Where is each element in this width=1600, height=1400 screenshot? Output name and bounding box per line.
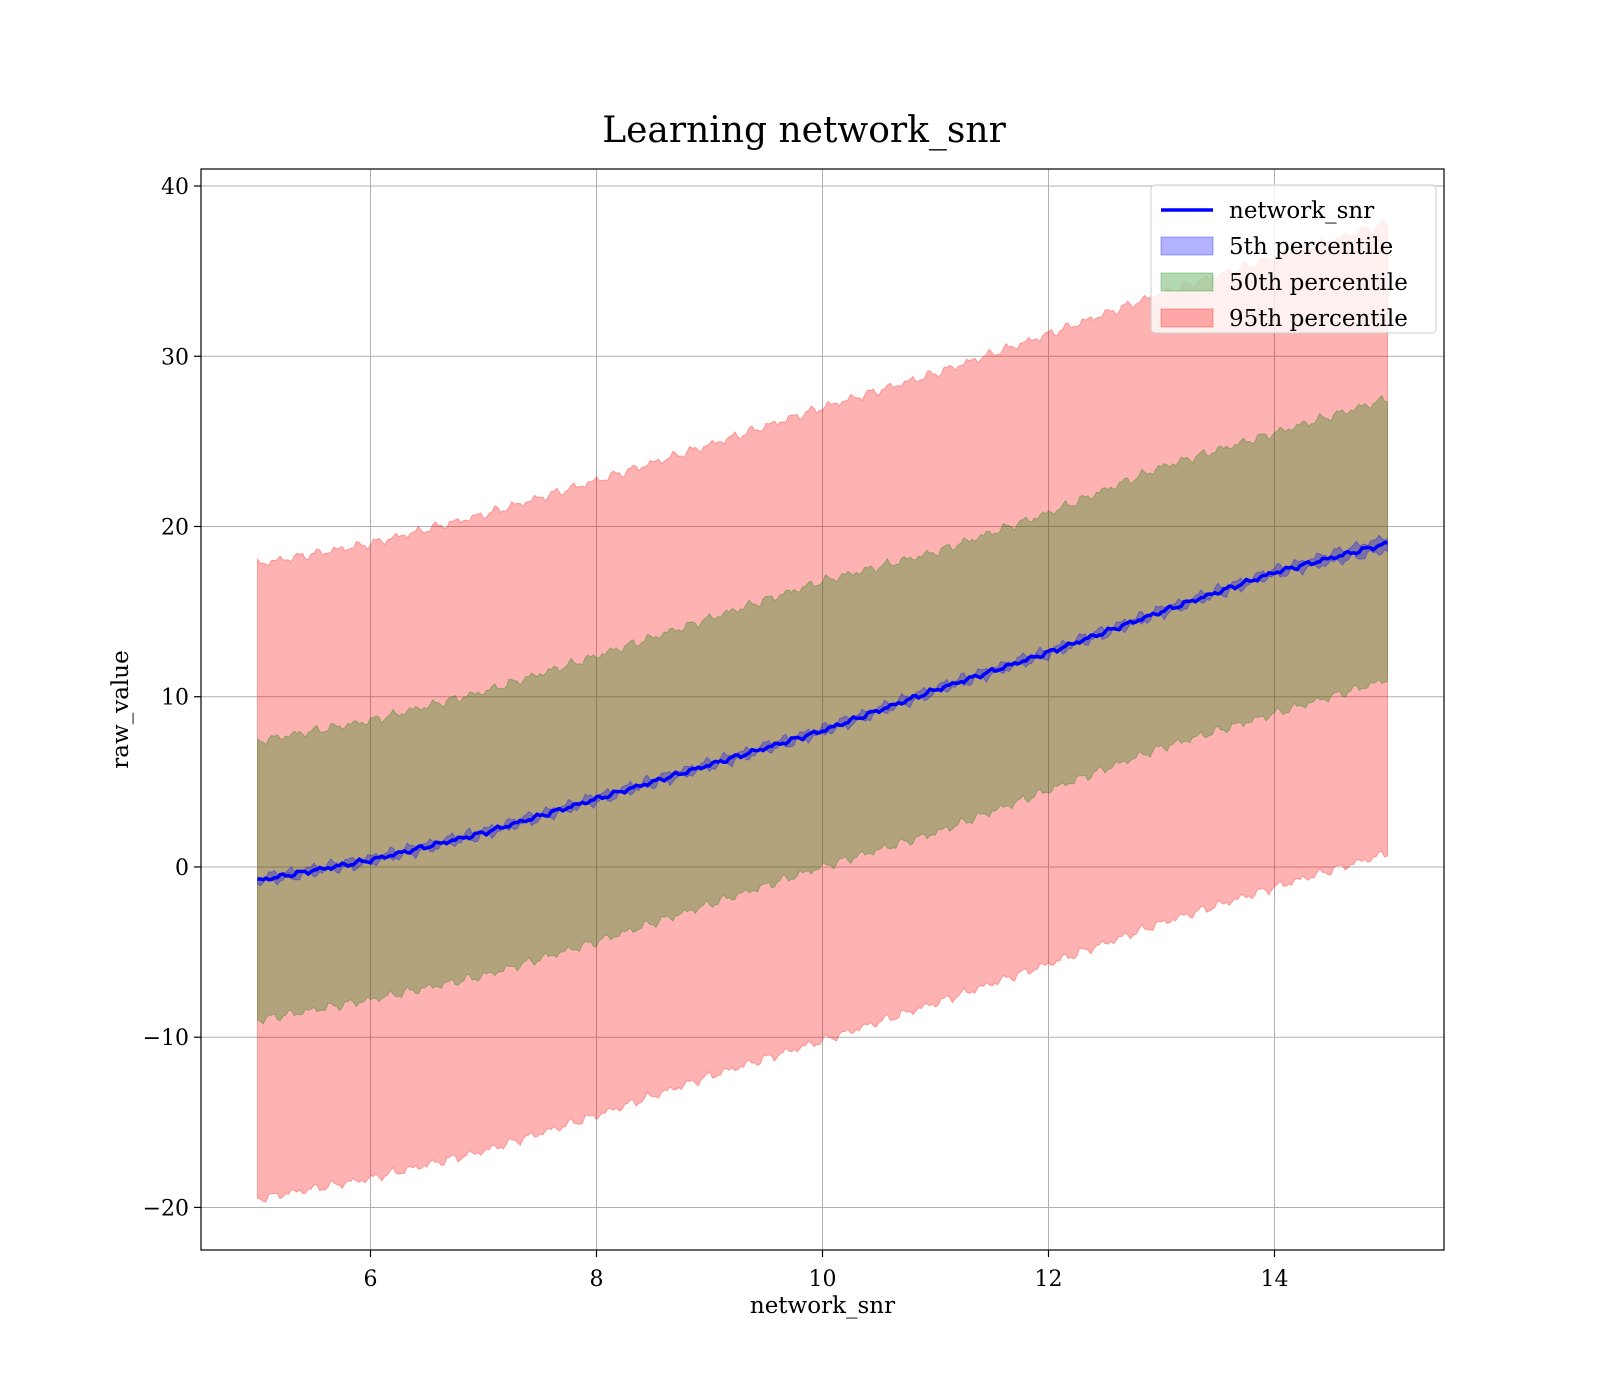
x-tick-label: 14 bbox=[1261, 1267, 1289, 1292]
y-tick-label: 20 bbox=[161, 515, 189, 540]
legend-item-5th-percentile[interactable]: 5th percentile bbox=[1160, 234, 1393, 260]
legend-swatch-50th-percentile bbox=[1160, 272, 1214, 292]
legend-item-95th-percentile[interactable]: 95th percentile bbox=[1160, 306, 1408, 332]
legend-item-network_snr[interactable]: network_snr bbox=[1161, 198, 1374, 224]
percentile-bands bbox=[257, 220, 1388, 1203]
x-axis-label: network_snr bbox=[750, 1293, 895, 1319]
y-tick-label: 40 bbox=[161, 175, 189, 200]
legend-label-95th-percentile: 95th percentile bbox=[1229, 306, 1408, 332]
band-50th-percentile bbox=[257, 394, 1388, 1025]
series-line-network_snr bbox=[257, 540, 1389, 882]
x-tick-label: 12 bbox=[1035, 1267, 1063, 1292]
legend-label-50th-percentile: 50th percentile bbox=[1229, 270, 1408, 296]
y-tick-label: 10 bbox=[161, 686, 189, 711]
series-lines bbox=[257, 540, 1389, 882]
legend-label-5th-percentile: 5th percentile bbox=[1229, 234, 1393, 260]
legend-box bbox=[1150, 184, 1437, 334]
grid-lines bbox=[201, 169, 1444, 1250]
chart-title: Learning network_snr bbox=[602, 110, 1006, 151]
legend-swatch-5th-percentile bbox=[1160, 236, 1214, 256]
y-tick-label: −20 bbox=[143, 1196, 189, 1221]
axis-ticks: 6 8 10 12 14 −20 −10 0 10 20 30 40 bbox=[143, 175, 1289, 1292]
legend[interactable]: network_snr 5th percentile 50th percentile… bbox=[1150, 184, 1437, 334]
y-tick-label: 0 bbox=[175, 856, 189, 881]
x-tick-label: 6 bbox=[364, 1267, 378, 1292]
legend-label-network_snr: network_snr bbox=[1229, 198, 1374, 224]
legend-item-50th-percentile[interactable]: 50th percentile bbox=[1160, 270, 1408, 296]
x-tick-label: 8 bbox=[590, 1267, 604, 1292]
band-95th-percentile bbox=[257, 220, 1388, 1203]
y-tick-label: 30 bbox=[161, 345, 189, 370]
x-tick-label: 10 bbox=[809, 1267, 837, 1292]
y-tick-label: −10 bbox=[143, 1026, 189, 1051]
legend-swatch-95th-percentile bbox=[1160, 308, 1214, 328]
y-axis-label: raw_value bbox=[108, 650, 134, 768]
